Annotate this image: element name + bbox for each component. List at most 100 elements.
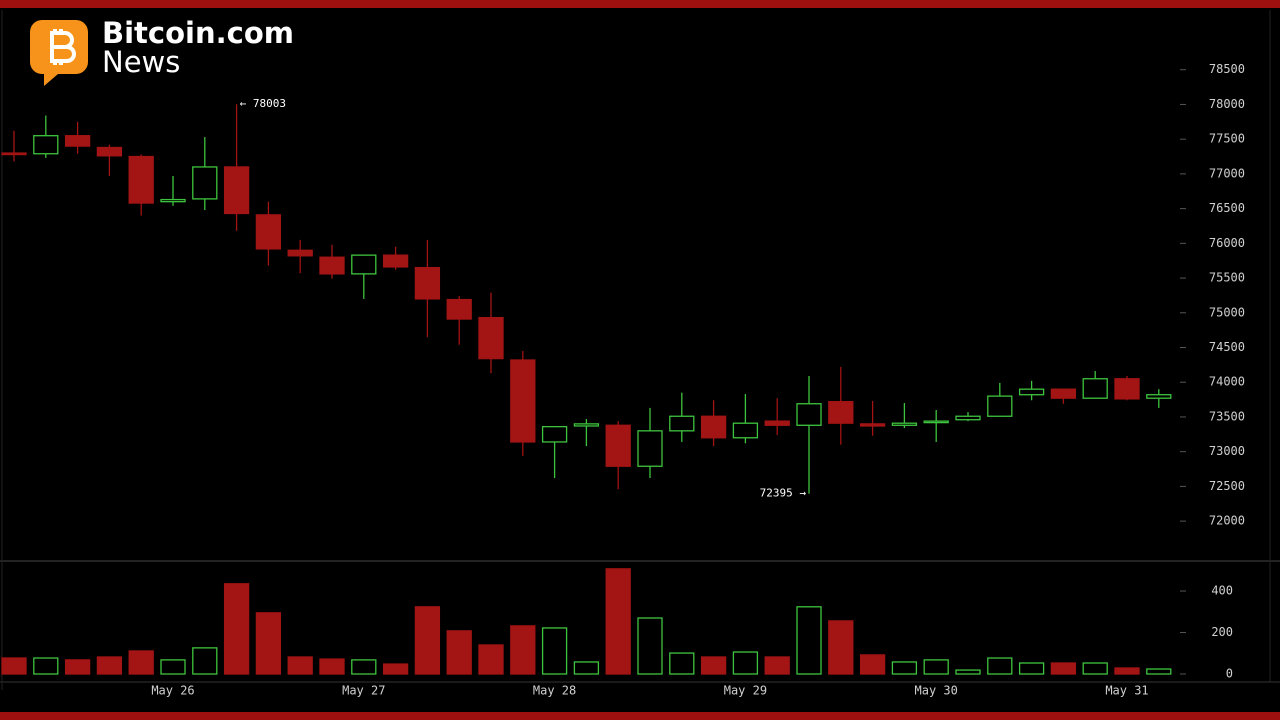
y-tick-label: 74500: [1209, 340, 1245, 354]
x-tick-label: May 28: [533, 684, 576, 698]
candle-body: [446, 298, 472, 320]
x-tick-label: May 26: [151, 684, 194, 698]
candle-body: [351, 254, 377, 275]
volume-bar: [987, 657, 1013, 675]
candle-body: [700, 415, 727, 439]
volume-bar: [510, 625, 536, 675]
volume-tick-label: 400: [1211, 584, 1233, 598]
candle-body: [478, 316, 504, 360]
y-tick-label: 77500: [1209, 132, 1245, 146]
candle-body: [64, 135, 91, 147]
high-annotation: ← 78003: [240, 97, 286, 110]
volume-bar: [891, 661, 918, 675]
candle-body: [319, 256, 345, 275]
y-tick-label: 78500: [1209, 62, 1245, 76]
volume-bar: [637, 617, 663, 675]
volume-bar: [955, 669, 981, 675]
candle-body: [1082, 378, 1108, 399]
y-tick-label: 77000: [1209, 166, 1245, 180]
y-tick-label: 74000: [1209, 375, 1245, 389]
candle-body: [1146, 394, 1172, 399]
volume-bar: [1082, 662, 1108, 675]
logo-icon: [30, 20, 88, 86]
candle-body: [223, 166, 250, 215]
candle-body: [955, 415, 981, 421]
y-tick-label: 75000: [1209, 305, 1245, 319]
volume-bar: [923, 659, 949, 675]
volume-bar: [669, 652, 695, 675]
volume-bar: [64, 659, 91, 675]
bottom-bar: [0, 712, 1280, 720]
logo-glyph: [50, 29, 76, 65]
volume-tick-label: 0: [1226, 667, 1233, 681]
volume-bar: [1114, 667, 1140, 675]
top-bar: [0, 0, 1280, 8]
volume-bar: [796, 606, 822, 675]
x-tick-label: May 27: [342, 684, 385, 698]
candle-body: [192, 166, 218, 200]
volume-bar: [573, 661, 600, 675]
candle-body: [382, 254, 409, 268]
candle-body: [414, 266, 441, 300]
volume-bar: [828, 620, 854, 675]
candle-body: [510, 359, 536, 443]
volume-bar: [319, 658, 345, 675]
candle-body: [859, 423, 886, 427]
volume-bar: [33, 657, 59, 675]
candle-body: [891, 422, 918, 426]
volume-bar: [478, 644, 504, 675]
volume-bar: [446, 630, 472, 675]
x-tick-label: May 29: [724, 684, 767, 698]
volume-bar: [192, 647, 218, 675]
candle-body: [160, 198, 186, 203]
volume-bar: [732, 651, 759, 675]
volume-bar: [1050, 662, 1077, 675]
volume-bar: [351, 659, 377, 675]
y-tick-label: 72000: [1209, 514, 1245, 528]
candle-body: [255, 214, 282, 250]
candle-body: [96, 146, 123, 157]
volume-bar: [541, 627, 568, 675]
candle-body: [128, 155, 154, 204]
volume-bar: [764, 656, 790, 675]
y-tick-label: 73500: [1209, 409, 1245, 423]
volume-bar: [605, 568, 631, 675]
candle-body: [764, 420, 790, 426]
candle-body: [33, 135, 59, 155]
volume-bar: [255, 612, 282, 675]
x-tick-label: May 30: [915, 684, 958, 698]
candle-body: [1, 152, 27, 156]
candle-body: [796, 403, 822, 426]
candle-body: [669, 415, 695, 432]
candle-body: [1018, 388, 1045, 396]
candle-body: [1114, 378, 1140, 400]
y-tick-label: 76000: [1209, 236, 1245, 250]
low-annotation: 72395 →: [760, 487, 807, 500]
volume-bar: [859, 654, 886, 675]
y-tick-label: 78000: [1209, 97, 1245, 111]
candle-body: [541, 426, 568, 443]
candle-body: [1050, 388, 1077, 399]
y-tick-label: 73000: [1209, 444, 1245, 458]
candle-body: [605, 424, 631, 467]
candle-body: [923, 420, 949, 424]
candle-body: [573, 423, 600, 427]
y-tick-label: 76500: [1209, 201, 1245, 215]
y-tick-label: 72500: [1209, 479, 1245, 493]
volume-tick-label: 200: [1211, 625, 1233, 639]
volume-bar: [700, 656, 727, 675]
brand-name: Bitcoin.com: [102, 16, 294, 50]
y-tick-label: 75500: [1209, 271, 1245, 285]
candle-body: [828, 401, 854, 424]
volume-bar: [128, 650, 154, 675]
candle-body: [637, 430, 663, 467]
candle-body: [287, 249, 313, 257]
volume-bar: [1018, 662, 1045, 675]
volume-bar: [382, 663, 409, 675]
brand-sub: News: [102, 45, 180, 79]
candle-body: [732, 422, 759, 439]
volume-bar: [287, 656, 313, 675]
volume-bar: [1146, 668, 1172, 675]
